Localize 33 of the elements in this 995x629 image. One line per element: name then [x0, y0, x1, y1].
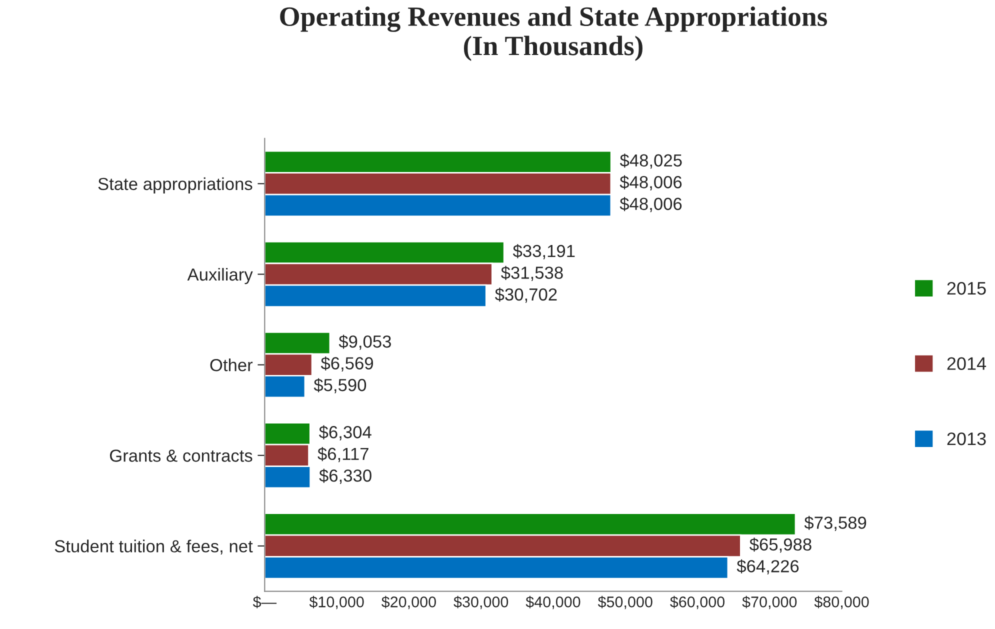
- y-tick-label: Other: [210, 358, 253, 372]
- x-tick-label: $—: [252, 596, 277, 608]
- data-label: $9,053: [338, 334, 391, 350]
- x-tick-label: $30,000: [454, 596, 508, 610]
- x-tick-label: $50,000: [598, 596, 652, 610]
- legend-label: 2014: [947, 357, 986, 370]
- data-label: $33,191: [512, 244, 575, 260]
- y-tick-label: Auxiliary: [187, 268, 253, 284]
- data-label: $73,589: [804, 516, 866, 531]
- y-tick-label: State appropriations: [98, 177, 252, 194]
- legend-label: 2013: [947, 432, 986, 446]
- data-label: $6,569: [320, 356, 373, 372]
- x-tick-label: $20,000: [382, 596, 436, 610]
- x-tick-label: $40,000: [526, 596, 580, 610]
- y-tick-label: Grants & contracts: [110, 450, 252, 462]
- data-label: $30,702: [494, 288, 557, 303]
- x-tick-label: $10,000: [309, 596, 364, 610]
- data-label: $64,226: [736, 559, 799, 574]
- x-tick-label: $60,000: [670, 596, 725, 610]
- x-tick-label: $80,000: [814, 596, 869, 610]
- legend-label: 2015: [947, 282, 986, 295]
- y-tick-label: Student tuition & fees, net: [54, 540, 253, 554]
- data-label: $48,025: [620, 154, 682, 169]
- data-label: $6,304: [318, 425, 372, 440]
- data-label: $6,117: [318, 447, 368, 462]
- data-label: $6,330: [319, 468, 372, 484]
- data-label: $48,006: [620, 175, 682, 190]
- chart-title: Operating Revenues and State Appropriations (In Thousands): [280, 6, 828, 61]
- x-tick-label: $70,000: [742, 596, 797, 610]
- data-label: $48,006: [620, 197, 682, 212]
- data-label: $31,538: [501, 266, 563, 281]
- data-label: $5,590: [314, 378, 366, 394]
- data-label: $65,988: [750, 538, 812, 553]
